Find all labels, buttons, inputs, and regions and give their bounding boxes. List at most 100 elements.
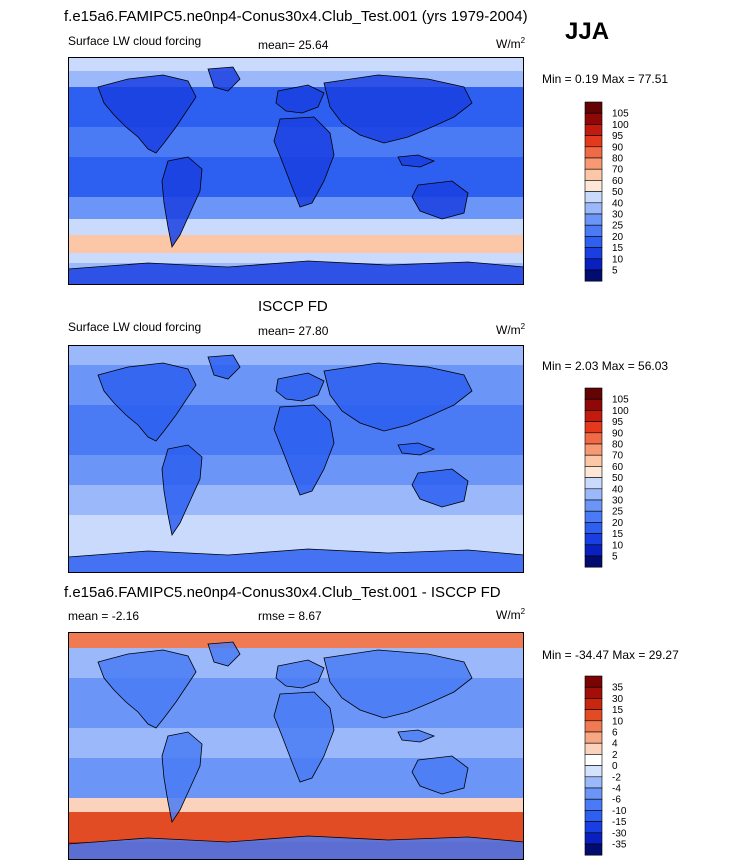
colorbar-tick-label: 70 [612, 165, 624, 176]
coastline [323, 649, 473, 719]
colorbar-box [584, 112, 603, 125]
colorbar-box [584, 146, 603, 159]
panel3-map [68, 632, 524, 860]
colorbar-box [584, 731, 603, 744]
coastline [275, 372, 325, 402]
colorbar-box [584, 247, 603, 260]
coastline [97, 74, 197, 154]
coastline [97, 362, 197, 442]
colorbar-tick-label: 15 [612, 243, 624, 254]
season-label: JJA [565, 18, 610, 45]
colorbar-box [584, 191, 603, 204]
colorbar-box [584, 236, 603, 248]
colorbar-box [584, 387, 603, 400]
colorbar-box [584, 832, 603, 845]
colorbar-box [584, 533, 603, 546]
coastline [97, 649, 197, 729]
colorbar-box [584, 698, 603, 710]
coastline [411, 755, 469, 795]
colorbar-box [584, 754, 603, 766]
panel1-units: W/m2 [496, 36, 526, 51]
coastline [273, 691, 335, 783]
map-contour-band [68, 798, 524, 812]
map-contour-band [68, 345, 524, 365]
colorbar-tick-label: 70 [612, 451, 624, 462]
colorbar-box [584, 709, 603, 722]
colorbar-tick-label: 2 [612, 750, 618, 761]
colorbar-box [584, 510, 603, 523]
colorbar-tick-label: 30 [612, 694, 624, 705]
map-contour-band [68, 515, 524, 555]
colorbar-tick-label: 20 [612, 232, 624, 243]
coastline [273, 116, 335, 208]
coastline [161, 731, 203, 824]
colorbar-box [584, 157, 603, 170]
colorbar-box [584, 798, 603, 811]
colorbar-box [584, 675, 603, 688]
coastline [275, 84, 325, 114]
colorbar-tick-label: 0 [612, 761, 618, 772]
colorbar-tick-label: 105 [612, 395, 629, 406]
colorbar-box [584, 522, 603, 534]
colorbar-tick-label: 25 [612, 507, 624, 518]
colorbar-tick-label: -35 [612, 840, 627, 851]
colorbar-tick-label: -15 [612, 817, 627, 828]
colorbar-tick-label: 80 [612, 154, 624, 165]
colorbar-box [584, 776, 603, 789]
panel3-minmax: Min = -34.47 Max = 29.27 [542, 648, 679, 662]
coastline [207, 354, 241, 380]
colorbar-box [584, 821, 603, 834]
coastline [411, 468, 469, 508]
panel2-mean-label: mean= 27.80 [258, 324, 329, 338]
colorbar-tick-label: 15 [612, 529, 624, 540]
colorbar-box [584, 202, 603, 215]
panel1-mean-label: mean= 25.64 [258, 38, 329, 52]
coastline [397, 729, 436, 743]
panel3-mean-label: mean = -2.16 [68, 609, 140, 623]
colorbar-tick-label: 30 [612, 496, 624, 507]
colorbar-box [584, 443, 603, 456]
colorbar-tick-label: -6 [612, 795, 621, 806]
colorbar-box [584, 843, 603, 856]
colorbar-box [584, 224, 603, 237]
coastline [397, 442, 436, 456]
coastline [161, 444, 203, 537]
map-contour-band [68, 253, 524, 263]
coastline [411, 180, 469, 220]
coastline [397, 154, 436, 168]
colorbar-tick-label: 40 [612, 198, 624, 209]
panel3-units: W/m2 [496, 607, 526, 622]
colorbar-tick-label: 5 [612, 266, 618, 277]
map-frame [68, 57, 524, 285]
colorbar-tick-label: 95 [612, 131, 624, 142]
colorbar-tick-label: -10 [612, 806, 627, 817]
colorbar-tick-label: 10 [612, 254, 624, 265]
panel2-variable-label: Surface LW cloud forcing [68, 320, 202, 334]
map-contour-band [68, 632, 524, 648]
colorbar-tick-label: 60 [612, 176, 624, 187]
coastline [273, 404, 335, 496]
panel2-title: ISCCP FD [258, 298, 328, 315]
colorbar-tick-label: -30 [612, 828, 627, 839]
colorbar-tick-label: -2 [612, 772, 621, 783]
colorbar-box [584, 432, 603, 445]
colorbar-box [584, 488, 603, 501]
coastline [68, 260, 524, 285]
colorbar-tick-label: 10 [612, 540, 624, 551]
colorbar-tick-label: 100 [612, 406, 629, 417]
colorbar-box [584, 787, 603, 800]
colorbar-box [584, 101, 603, 114]
map-frame [68, 345, 524, 573]
figure-title: f.e15a6.FAMIPC5.ne0np4-Conus30x4.Club_Te… [64, 8, 528, 25]
colorbar-tick-label: 50 [612, 473, 624, 484]
panel2-map [68, 345, 524, 573]
colorbar-box [584, 213, 603, 226]
colorbar-tick-label: 30 [612, 210, 624, 221]
colorbar-tick-label: 80 [612, 440, 624, 451]
colorbar-tick-label: 50 [612, 187, 624, 198]
colorbar-tick-label: -4 [612, 784, 621, 795]
colorbar-box [584, 499, 603, 512]
colorbar-box [584, 135, 603, 148]
map-contour-band [68, 57, 524, 71]
